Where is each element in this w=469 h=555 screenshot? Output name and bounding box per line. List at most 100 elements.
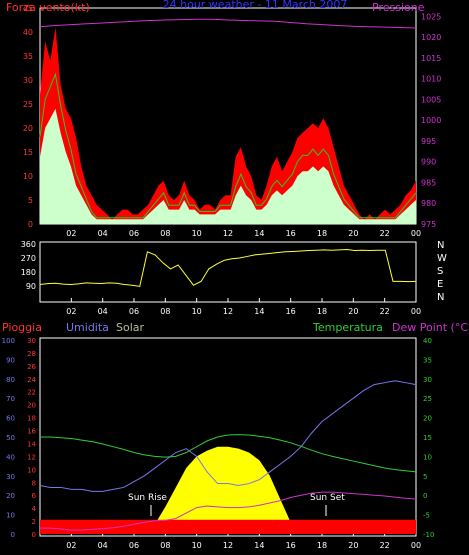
rain-tick-label: 14 xyxy=(27,440,36,448)
top-x-tick-label: 00 xyxy=(411,229,421,238)
mid-x-tick-label: 02 xyxy=(66,307,76,316)
middle-panel-frame xyxy=(39,241,417,303)
top-x-tick-label: 18 xyxy=(317,229,327,238)
top-x-tick-label: 12 xyxy=(223,229,233,238)
humidity-tick-label: 60 xyxy=(6,415,15,423)
rain-tick-label: 0 xyxy=(32,531,36,539)
rain-tick-label: 24 xyxy=(27,376,36,384)
top-x-tick-label: 20 xyxy=(348,229,358,238)
temperature-line xyxy=(40,434,417,473)
rain-tick-label: 28 xyxy=(27,350,36,358)
bot-x-tick-label: 18 xyxy=(317,541,327,550)
mid-x-tick-label: 22 xyxy=(380,307,390,316)
temperature-tick-label: 0 xyxy=(423,492,427,500)
sun-rise-label: Sun Rise xyxy=(128,493,167,503)
pressure-axis-tick-label: 980 xyxy=(421,199,436,208)
wind-mid-line xyxy=(39,72,417,219)
direction-tick-label: 360 xyxy=(21,240,36,249)
pressure-axis-tick-label: 1000 xyxy=(421,116,441,125)
dewpoint-axis-title: Dew Point (°C) xyxy=(392,321,469,334)
pressure-axis-tick-label: 1010 xyxy=(421,75,441,84)
rain-tick-label: 2 xyxy=(32,518,36,526)
top-x-tick-label: 14 xyxy=(254,229,264,238)
direction-tick-label: 270 xyxy=(21,254,36,263)
top-panel-frame xyxy=(39,7,417,225)
pressure-axis-tick-label: 990 xyxy=(421,158,436,167)
pressure-axis-tick-label: 985 xyxy=(421,178,436,187)
temperature-tick-label: -5 xyxy=(423,512,430,520)
humidity-axis-title: Umidita xyxy=(66,321,109,334)
rain-tick-label: 12 xyxy=(27,453,36,461)
rain-axis-title: Pioggia xyxy=(2,321,42,334)
wind-axis-tick-label: 30 xyxy=(23,76,33,85)
rain-tick-label: 8 xyxy=(32,479,36,487)
pressure-axis-tick-label: 975 xyxy=(421,220,436,229)
rain-tick-label: 6 xyxy=(32,492,37,500)
humidity-tick-label: 100 xyxy=(2,337,15,345)
temperature-axis-title: Temperatura xyxy=(312,321,383,334)
pressure-line xyxy=(39,18,417,29)
pressure-axis-tick-label: 1015 xyxy=(421,54,441,63)
mid-x-tick-label: 08 xyxy=(160,307,170,316)
bot-x-tick-label: 08 xyxy=(160,541,170,550)
bot-x-tick-label: 14 xyxy=(254,541,264,550)
wind-axis-tick-label: 35 xyxy=(23,52,33,61)
humidity-tick-label: 70 xyxy=(6,395,15,403)
temperature-tick-label: -10 xyxy=(423,531,434,539)
rain-tick-label: 22 xyxy=(27,389,36,397)
wind-axis-tick-label: 5 xyxy=(28,196,33,205)
wind-axis-tick-label: 10 xyxy=(23,172,33,181)
bot-x-tick-label: 22 xyxy=(380,541,390,550)
humidity-tick-label: 20 xyxy=(6,492,15,500)
wind-axis-tick-label: 20 xyxy=(23,124,33,133)
top-x-tick-label: 02 xyxy=(66,229,76,238)
rain-tick-label: 30 xyxy=(27,337,36,345)
wind-axis-tick-label: 15 xyxy=(23,148,33,157)
humidity-tick-label: 90 xyxy=(6,356,15,364)
bot-x-tick-label: 20 xyxy=(348,541,358,550)
humidity-tick-label: 40 xyxy=(6,453,15,461)
wind-gust-area xyxy=(40,27,416,225)
wind-axis-tick-label: 0 xyxy=(28,220,33,229)
pressure-axis-tick-label: 1025 xyxy=(421,12,441,21)
temperature-tick-label: 35 xyxy=(423,356,432,364)
bot-x-tick-label: 16 xyxy=(286,541,296,550)
wind-axis-title: Forza vento(kt) xyxy=(6,1,90,14)
rain-tick-label: 4 xyxy=(32,505,37,513)
mid-x-tick-label: 16 xyxy=(286,307,296,316)
top-x-tick-label: 06 xyxy=(129,229,139,238)
top-panel: 0510152025303540459759809859909951000100… xyxy=(23,4,442,238)
compass-label: E xyxy=(437,279,443,290)
compass-label: S xyxy=(437,266,443,277)
pressure-axis-tick-label: 1005 xyxy=(421,95,441,104)
direction-tick-label: 90 xyxy=(26,282,36,291)
compass-label: N xyxy=(437,292,444,303)
pressure-axis-title: Pressione xyxy=(372,1,425,14)
solar-axis-title: Solar xyxy=(116,321,145,334)
temperature-tick-label: 25 xyxy=(423,395,432,403)
bot-x-tick-label: 12 xyxy=(223,541,233,550)
bottom-panel: 0102030405060708090100024681012141618202… xyxy=(2,337,435,550)
dewpoint-line xyxy=(40,491,417,531)
temperature-tick-label: 15 xyxy=(423,434,432,442)
humidity-tick-label: 0 xyxy=(11,531,15,539)
top-x-tick-label: 08 xyxy=(160,229,170,238)
mid-x-tick-label: 14 xyxy=(254,307,264,316)
mid-x-tick-label: 18 xyxy=(317,307,327,316)
compass-label: W xyxy=(437,253,447,264)
wind-axis-tick-label: 45 xyxy=(23,4,33,13)
temperature-tick-label: 10 xyxy=(423,453,432,461)
humidity-tick-label: 10 xyxy=(6,512,15,520)
wind-direction-line xyxy=(39,248,417,287)
bot-x-tick-label: 04 xyxy=(98,541,108,550)
mid-x-tick-label: 04 xyxy=(98,307,108,316)
pressure-axis-tick-label: 1020 xyxy=(421,33,441,42)
rain-tick-label: 16 xyxy=(27,428,36,436)
rain-tick-label: 18 xyxy=(27,415,36,423)
humidity-tick-label: 30 xyxy=(6,473,15,481)
sun-set-label: Sun Set xyxy=(310,493,345,503)
mid-x-tick-label: 00 xyxy=(411,307,421,316)
humidity-line xyxy=(39,380,417,492)
